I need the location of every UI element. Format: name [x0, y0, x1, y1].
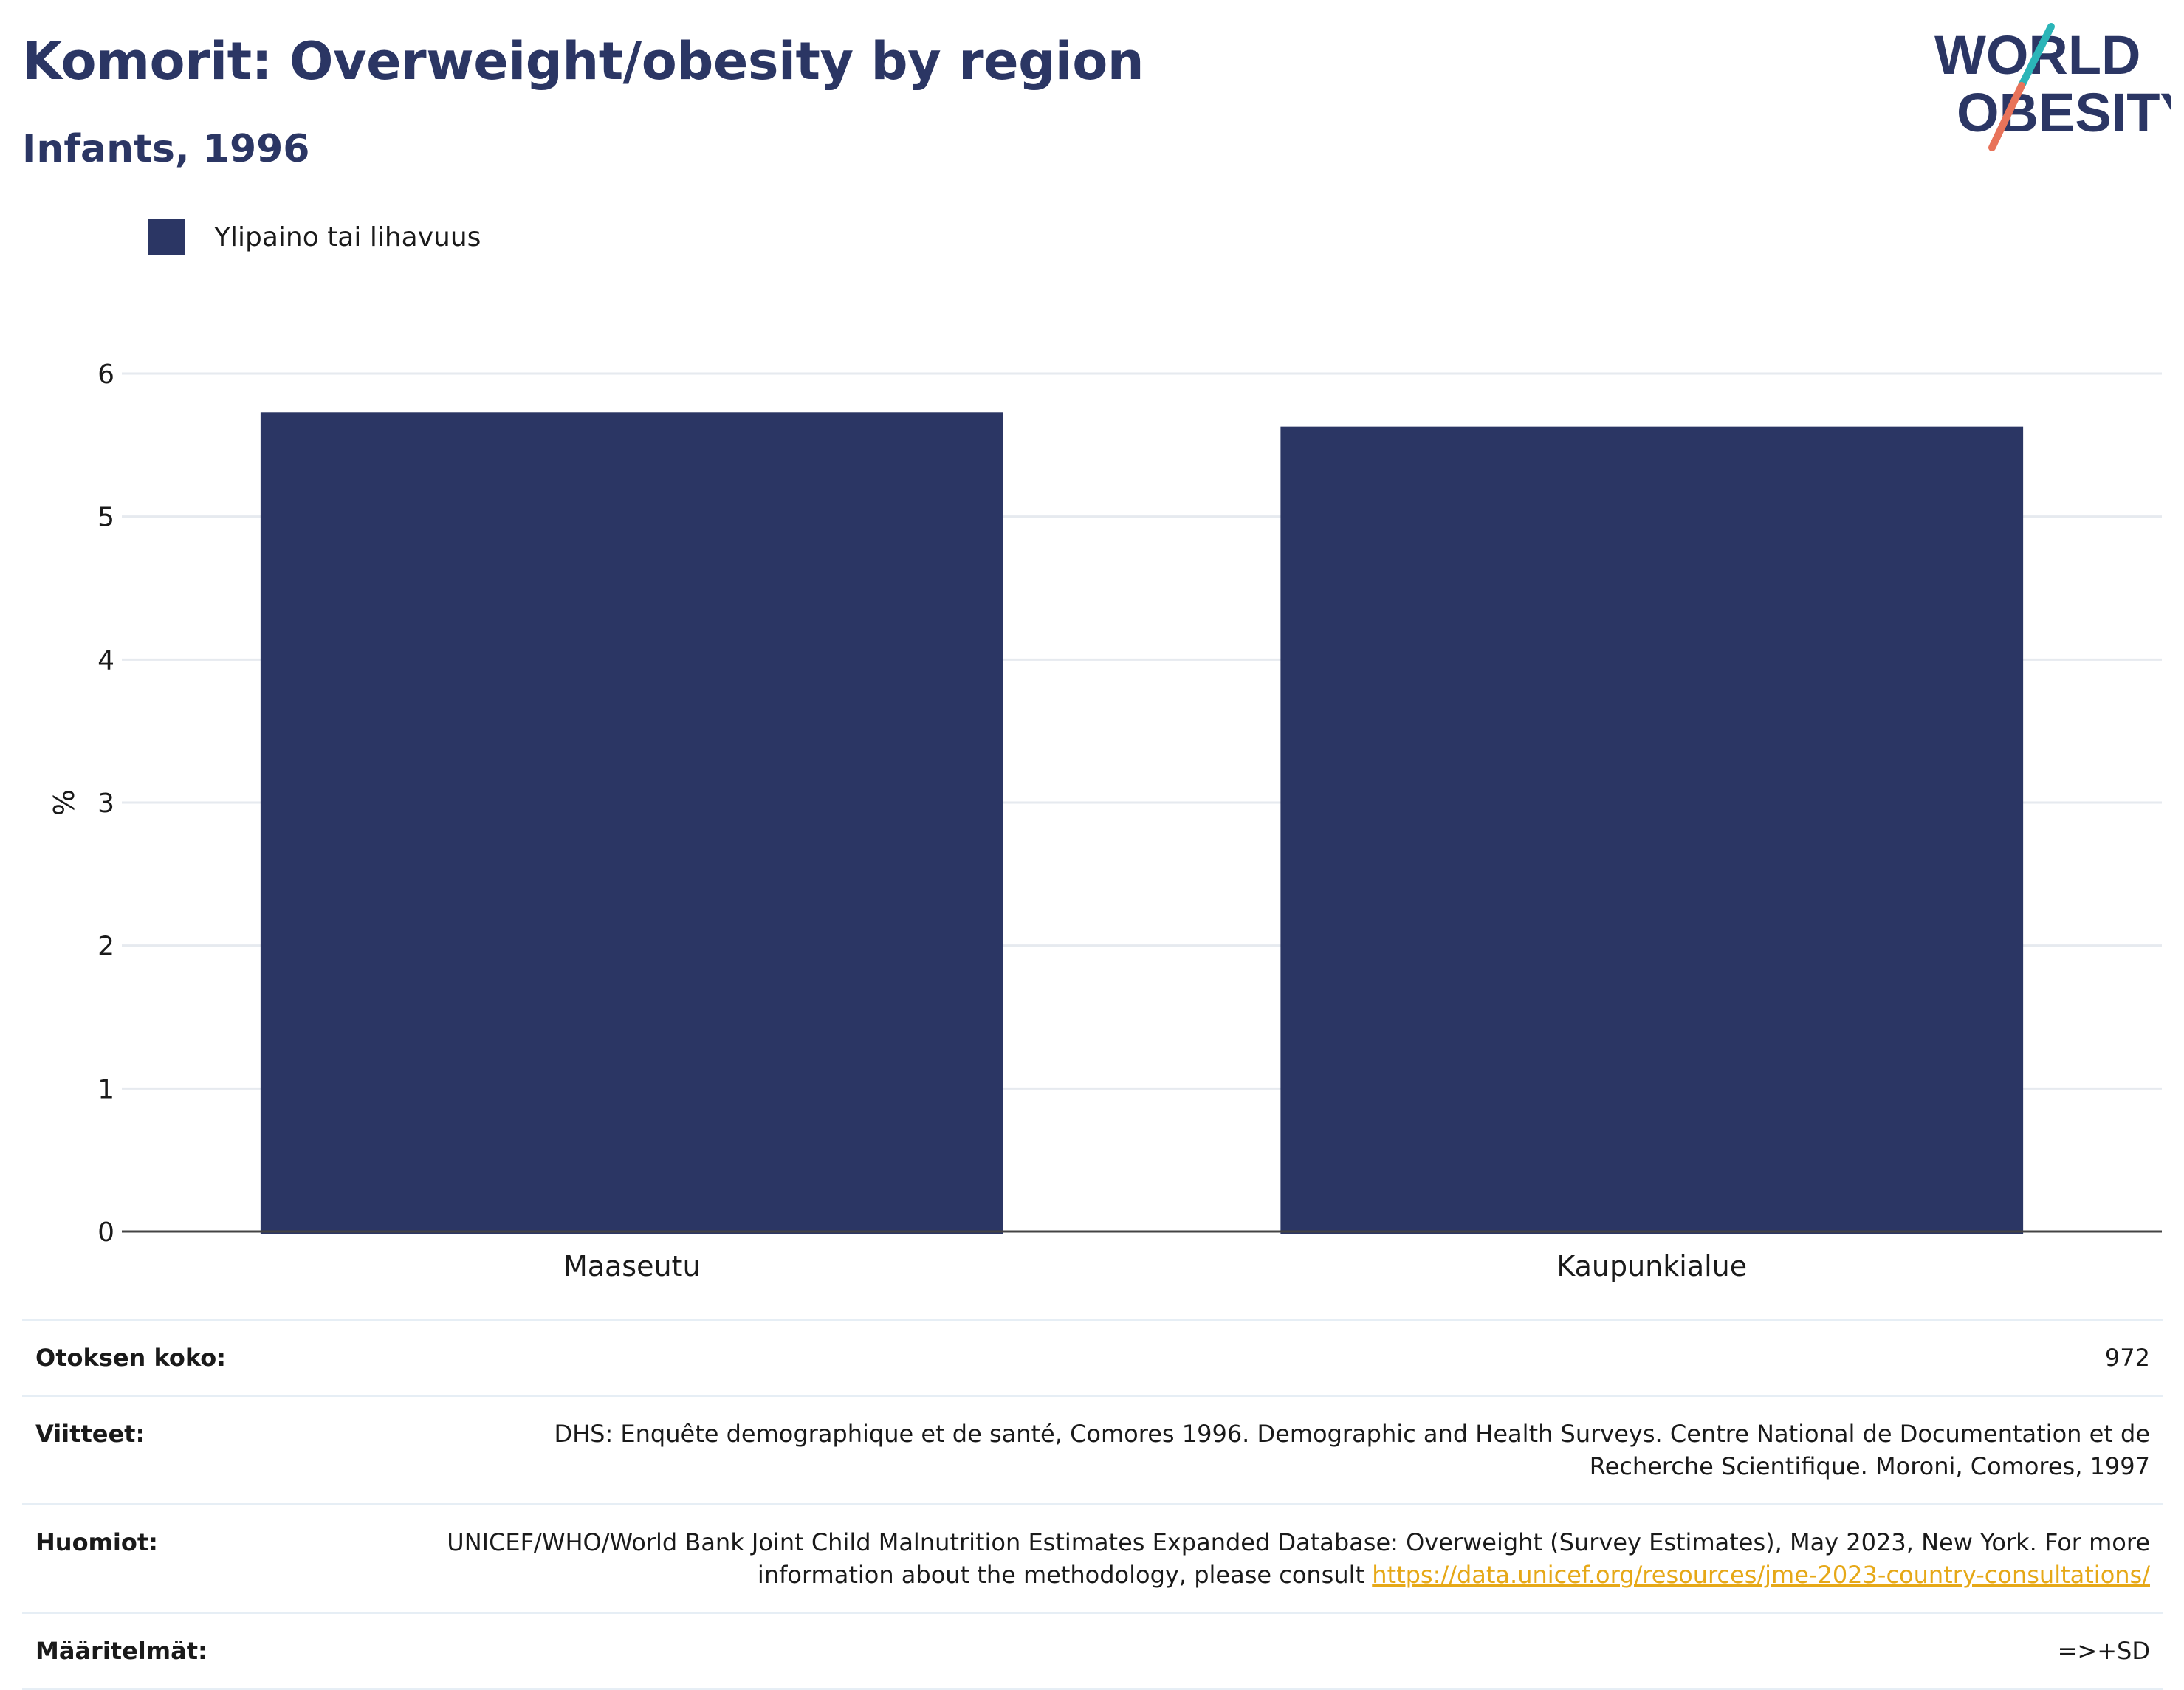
info-row-sample-size: Otoksen koko: 972	[22, 1319, 2163, 1397]
sample-size-label: Otoksen koko:	[22, 1319, 418, 1397]
definitions-label: Määritelmät:	[22, 1612, 418, 1690]
references-value: DHS: Enquête demographique et de santé, …	[418, 1395, 2163, 1505]
bar-chart: 0 1 2 3 4 5 6% Maaseutu Kaupunkialue	[47, 360, 2162, 1282]
bar-kaupunkialue	[1280, 426, 2024, 1234]
notes-value: UNICEF/WHO/World Bank Joint Child Malnut…	[447, 1528, 2150, 1589]
logo-slash-bottom	[1988, 82, 2025, 151]
y-tick-label: 0	[97, 1217, 114, 1248]
sample-size-value: 972	[418, 1319, 2163, 1397]
info-row-notes: Huomiot: UNICEF/WHO/World Bank Joint Chi…	[22, 1503, 2163, 1614]
info-row-references: Viitteet: DHS: Enquête demographique et …	[22, 1395, 2163, 1505]
notes-label: Huomiot:	[22, 1503, 418, 1614]
y-tick-label: 6	[97, 360, 114, 390]
legend-label: Ylipaino tai lihavuus	[214, 221, 481, 253]
info-table: Otoksen koko: 972 Viitteet: DHS: Enquête…	[22, 1319, 2163, 1690]
y-axis-label: %	[47, 789, 79, 816]
notes-cell: UNICEF/WHO/World Bank Joint Child Malnut…	[418, 1503, 2163, 1614]
x-tick-label: Kaupunkialue	[1556, 1250, 1747, 1282]
y-tick-label: 3	[97, 789, 114, 819]
references-label: Viitteet:	[22, 1395, 418, 1505]
y-tick-label: 2	[97, 932, 114, 962]
bar-maaseutu	[260, 412, 1003, 1234]
methodology-link[interactable]: https://data.unicef.org/resources/jme-20…	[1372, 1561, 2150, 1589]
chart-subtitle: Infants, 1996	[22, 127, 310, 171]
definitions-value: =>+SD	[418, 1612, 2163, 1690]
legend-swatch	[148, 219, 185, 255]
x-tick-label: Maaseutu	[563, 1250, 701, 1282]
y-tick-label: 1	[97, 1074, 114, 1105]
info-row-definitions: Määritelmät: =>+SD	[22, 1612, 2163, 1690]
chart-title: Komorit: Overweight/obesity by region	[22, 31, 1144, 92]
legend[interactable]: Ylipaino tai lihavuus	[148, 219, 481, 255]
y-tick-label: 5	[97, 503, 114, 533]
y-tick-label: 4	[97, 645, 114, 676]
logo-slash-top	[2018, 23, 2055, 89]
